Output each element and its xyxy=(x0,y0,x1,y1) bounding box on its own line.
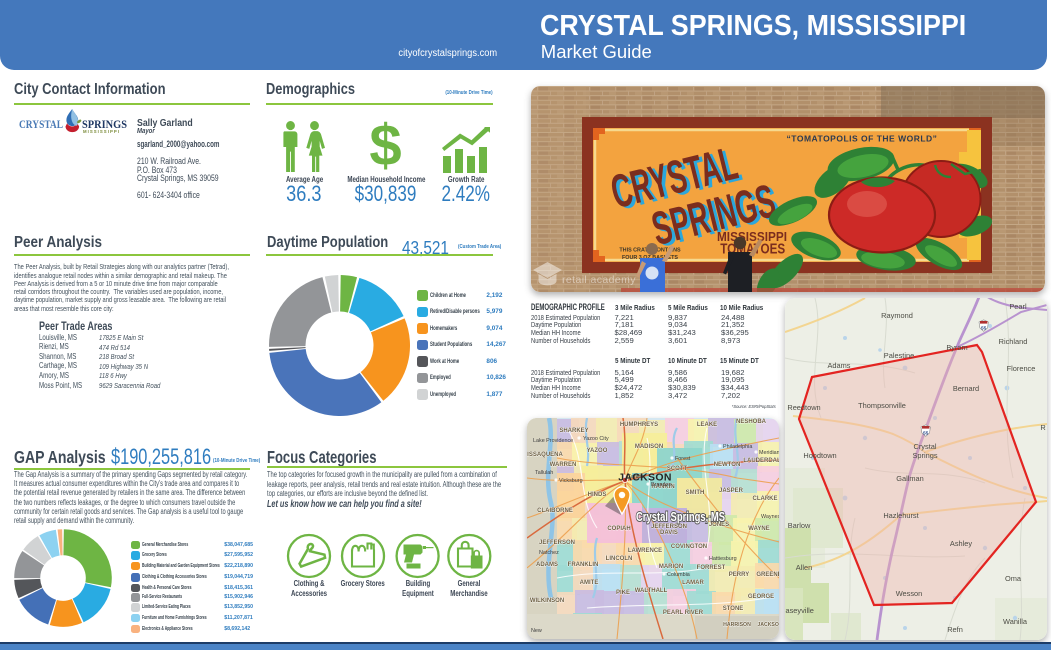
svg-text:JEFFERSON: JEFFERSON xyxy=(539,540,575,546)
svg-text:AMITE: AMITE xyxy=(580,580,599,586)
svg-text:Reedtown: Reedtown xyxy=(787,403,820,412)
svg-text:Florence: Florence xyxy=(1007,364,1036,373)
svg-text:“TOMATOPOLIS OF THE WORLD”: “TOMATOPOLIS OF THE WORLD” xyxy=(787,134,938,144)
svg-text:Lake Providence: Lake Providence xyxy=(533,438,573,444)
svg-text:55: 55 xyxy=(981,326,987,332)
svg-text:retail academy: retail academy xyxy=(562,274,636,286)
svg-text:MISSISSIPPI: MISSISSIPPI xyxy=(83,129,120,134)
svg-text:New: New xyxy=(531,628,542,634)
svg-text:Refn: Refn xyxy=(947,625,963,634)
svg-text:LAUDERDALE: LAUDERDALE xyxy=(743,458,779,464)
svg-text:LINCOLN: LINCOLN xyxy=(606,556,633,562)
svg-text:GEORGE: GEORGE xyxy=(748,594,774,600)
svg-text:GREENE: GREENE xyxy=(756,572,779,578)
svg-text:Vicksburg: Vicksburg xyxy=(559,478,583,484)
svg-text:PERRY: PERRY xyxy=(729,572,749,578)
svg-text:HUMPHREYS: HUMPHREYS xyxy=(620,422,658,428)
svg-text:FRANKLIN: FRANKLIN xyxy=(568,562,599,568)
svg-text:Raymond: Raymond xyxy=(881,311,913,320)
svg-text:LAWRENCE: LAWRENCE xyxy=(628,548,662,554)
svg-text:Columbia: Columbia xyxy=(667,572,690,578)
svg-text:HINDS: HINDS xyxy=(588,492,607,498)
svg-text:COVINGTON: COVINGTON xyxy=(671,544,707,550)
svg-text:PEARL RIVER: PEARL RIVER xyxy=(663,610,704,616)
svg-text:LAMAR: LAMAR xyxy=(682,580,704,586)
svg-text:JONES: JONES xyxy=(709,522,729,528)
svg-text:55: 55 xyxy=(923,431,929,437)
svg-text:Natchez: Natchez xyxy=(539,550,559,556)
svg-text:Caseyville: Caseyville xyxy=(785,606,814,615)
svg-text:WALTHALL: WALTHALL xyxy=(635,588,668,594)
svg-text:Hattiesburg: Hattiesburg xyxy=(709,556,737,562)
svg-text:Laurel: Laurel xyxy=(705,514,720,520)
svg-text:Tallulah: Tallulah xyxy=(535,470,553,476)
svg-text:COPIAH: COPIAH xyxy=(607,526,630,532)
svg-text:FORREST: FORREST xyxy=(697,565,726,571)
svg-text:Crystal Springs, MS: Crystal Springs, MS xyxy=(636,509,725,524)
svg-text:Crystal: Crystal xyxy=(914,442,937,451)
svg-text:DAVIS: DAVIS xyxy=(660,530,678,536)
svg-text:NESHOBA: NESHOBA xyxy=(736,419,767,425)
svg-text:WILKINSON: WILKINSON xyxy=(530,598,564,604)
svg-text:YAZOO: YAZOO xyxy=(587,448,608,454)
svg-text:CLAIBORNE: CLAIBORNE xyxy=(537,508,573,514)
svg-text:SHARKEY: SHARKEY xyxy=(559,428,588,434)
svg-text:CLARKE: CLARKE xyxy=(753,496,778,502)
svg-text:JEFFERSON: JEFFERSON xyxy=(651,524,687,530)
svg-text:PIKE: PIKE xyxy=(616,590,630,596)
svg-text:CRYSTAL: CRYSTAL xyxy=(19,119,63,131)
svg-text:Byram: Byram xyxy=(946,343,967,352)
svg-text:R: R xyxy=(1040,423,1045,432)
svg-text:Springs: Springs xyxy=(912,451,937,460)
svg-text:JACKSON: JACKSON xyxy=(757,622,779,628)
svg-text:Palestine: Palestine xyxy=(884,351,914,360)
svg-text:RANKIN: RANKIN xyxy=(651,484,674,490)
svg-text:NEWTON: NEWTON xyxy=(714,462,741,468)
svg-text:Bernard: Bernard xyxy=(953,384,979,393)
svg-text:ISSAQUENA: ISSAQUENA xyxy=(527,452,563,458)
svg-text:MARION: MARION xyxy=(659,564,683,570)
svg-text:Wanilla: Wanilla xyxy=(1003,617,1028,626)
svg-text:Yazoo City: Yazoo City xyxy=(583,436,609,442)
svg-text:Oma: Oma xyxy=(1005,574,1022,583)
svg-text:WAYNE: WAYNE xyxy=(748,526,769,532)
svg-text:STONE: STONE xyxy=(723,606,744,612)
svg-text:Ashley: Ashley xyxy=(950,539,972,548)
svg-text:Canton: Canton xyxy=(627,474,644,480)
svg-text:JASPER: JASPER xyxy=(719,488,744,494)
svg-text:Gallman: Gallman xyxy=(896,474,924,483)
svg-text:Philadelphia: Philadelphia xyxy=(723,444,752,450)
svg-text:Pearl: Pearl xyxy=(1009,302,1027,311)
svg-text:Richland: Richland xyxy=(999,337,1028,346)
svg-text:SCOTT: SCOTT xyxy=(667,466,688,472)
svg-text:Forest: Forest xyxy=(675,456,691,462)
svg-text:Thompsonville: Thompsonville xyxy=(858,401,906,410)
svg-text:SPRINGS: SPRINGS xyxy=(82,119,127,131)
svg-text:SMITH: SMITH xyxy=(686,490,705,496)
svg-text:Wesson: Wesson xyxy=(896,589,923,598)
svg-text:WARREN: WARREN xyxy=(550,462,577,468)
svg-text:Hazlehurst: Hazlehurst xyxy=(883,511,918,520)
svg-text:LEAKE: LEAKE xyxy=(697,422,717,428)
svg-text:HARRISON: HARRISON xyxy=(723,622,751,628)
svg-text:MADISON: MADISON xyxy=(635,444,663,450)
svg-text:Allen: Allen xyxy=(796,563,812,572)
svg-text:Hoodtown: Hoodtown xyxy=(803,451,836,460)
svg-text:JACKSON: JACKSON xyxy=(618,472,671,484)
svg-text:Meridian: Meridian xyxy=(759,450,779,456)
svg-text:Adams: Adams xyxy=(827,361,850,370)
svg-text:Barlow: Barlow xyxy=(788,521,811,530)
svg-text:Brandon: Brandon xyxy=(651,482,671,488)
svg-text:Waynesb: Waynesb xyxy=(761,514,779,520)
svg-text:ADAMS: ADAMS xyxy=(536,562,558,568)
